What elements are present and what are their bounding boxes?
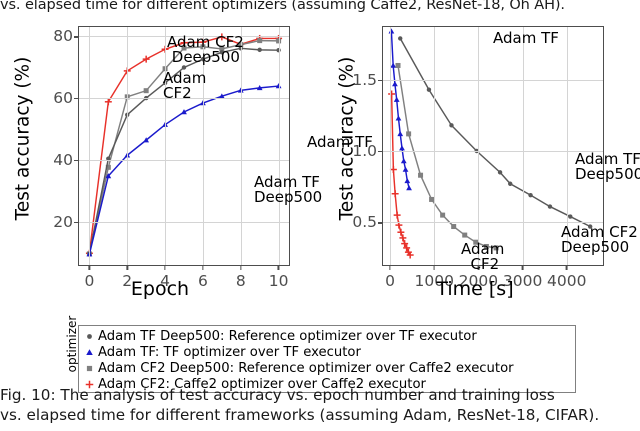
chart-panel-epoch: Test accuracy (%) 0 2 4 6 8 10 20 40 60 80 Adam CF… <box>0 20 373 300</box>
x-axis-label-right: Time [s] <box>436 278 514 300</box>
chart-annotation: Adam CF2 Deep500 <box>167 33 244 67</box>
chart-annotation: Adam TF <box>307 133 373 151</box>
gridline-horizontal <box>79 98 289 100</box>
legend-item[interactable]: Adam TF Deep500: Reference optimizer ove… <box>83 328 571 344</box>
chart-annotation: Adam CF2 <box>461 240 505 274</box>
legend-title: optimizer <box>65 315 79 373</box>
y-tick-label: 80 <box>53 27 79 46</box>
chart-annotation: Adam TF Deep500 <box>575 150 640 184</box>
series-adam-tf <box>86 83 282 257</box>
x-tick-label: 0 <box>385 272 395 290</box>
x-tick-label: 4000 <box>547 272 587 290</box>
x-tick-label: 3000 <box>502 272 543 290</box>
series-layer-right <box>388 28 593 259</box>
gridline-vertical <box>240 27 242 265</box>
clipped-header-text: vs. elapsed time for different optimizer… <box>0 0 565 13</box>
x-tick-label: 2000 <box>458 272 499 290</box>
x-tick-label: 6 <box>197 272 208 290</box>
gridline-horizontal <box>79 221 289 223</box>
caption-line-2: vs. elapsed time for different framework… <box>0 406 600 425</box>
x-tick-label: 8 <box>235 272 246 290</box>
chart-annotation: Adam CF2 <box>163 69 207 103</box>
y-tick-label: 1.5 <box>352 70 383 89</box>
chart-annotation: Adam TF <box>493 29 559 47</box>
legend-item[interactable]: Adam CF2 Deep500: Reference optimizer ov… <box>83 360 571 376</box>
legend-item[interactable]: Adam TF: TF optimizer over TF executor <box>83 344 571 360</box>
gridline-vertical <box>522 27 524 265</box>
figure-10: Test accuracy (%) 0 2 4 6 8 10 20 40 60 80 Adam CF… <box>0 20 640 393</box>
series-adam-cf2-deep500 <box>395 62 499 251</box>
legend-box: Adam TF Deep500: Reference optimizer ove… <box>78 325 576 393</box>
gridline-vertical <box>566 27 568 265</box>
x-tick-label: 2 <box>122 272 133 290</box>
chart-panels: Test accuracy (%) 0 2 4 6 8 10 20 40 60 80 Adam CF… <box>0 20 640 300</box>
chart-panel-time: Test accuracy (%) 0 1000 2000 3000 4000 0.5 1.… <box>320 20 640 300</box>
series-adam-tf <box>388 28 412 191</box>
gridline-horizontal <box>383 79 603 81</box>
gridline-vertical <box>434 27 436 265</box>
gridline-vertical <box>390 27 392 265</box>
legend-item[interactable]: Adam CF2: Caffe2 optimizer over Caffe2 e… <box>83 376 571 392</box>
x-tick-label: 10 <box>268 272 289 290</box>
plot-area-right: 0 1000 2000 3000 4000 0.5 1.0 1.5 Adam TF Adam TF… <box>352 26 640 290</box>
figure-caption: Fig. 10: The analysis of test accuracy v… <box>0 385 640 425</box>
series-adam-tf-deep500 <box>398 36 593 229</box>
legend: optimizer Adam TF Deep500: Reference opt… <box>56 316 576 395</box>
circle-marker-icon <box>83 330 96 343</box>
gridline-horizontal <box>79 159 289 161</box>
x-tick-label: 1000 <box>414 272 454 290</box>
gridline-vertical <box>127 27 129 265</box>
y-tick-label: 20 <box>53 212 79 231</box>
gridline-vertical <box>478 27 480 265</box>
y-axis-label-right: Test accuracy (%) <box>336 56 358 221</box>
legend-item-label: Adam CF2 Deep500: Reference optimizer ov… <box>98 360 514 376</box>
gridline-vertical <box>278 27 280 265</box>
plus-marker-icon <box>83 378 96 391</box>
y-tick-label: 60 <box>53 89 79 108</box>
square-marker-icon <box>83 362 96 375</box>
series-adam-cf2 <box>388 90 414 259</box>
caption-line-1: Fig. 10: The analysis of test accuracy v… <box>0 386 555 404</box>
plot-area-left: 0 2 4 6 8 10 20 40 60 80 Adam CF2 Deep500 Adam CF2 A… <box>53 26 373 290</box>
x-axis-label-left: Epoch <box>130 278 190 300</box>
gridline-vertical <box>165 27 167 265</box>
gridline-horizontal <box>383 150 603 152</box>
gridline-vertical <box>202 27 204 265</box>
chart-annotation: Adam CF2 Deep500 <box>561 223 638 257</box>
x-tick-label: 4 <box>160 272 171 290</box>
triangle-marker-icon <box>83 346 96 359</box>
legend-item-label: Adam TF: TF optimizer over TF executor <box>98 344 361 360</box>
gridline-horizontal <box>383 222 603 224</box>
gridline-horizontal <box>79 36 289 38</box>
legend-item-label: Adam CF2: Caffe2 optimizer over Caffe2 e… <box>98 376 426 392</box>
y-axis-label-left: Test accuracy (%) <box>12 56 34 221</box>
x-tick-label: 0 <box>84 272 95 290</box>
legend-item-label: Adam TF Deep500: Reference optimizer ove… <box>98 328 477 344</box>
y-tick-label: 0.5 <box>352 213 383 232</box>
chart-annotation: Adam TF Deep500 <box>254 173 323 207</box>
y-tick-label: 1.0 <box>352 141 383 160</box>
gridline-vertical <box>89 27 91 265</box>
y-tick-label: 40 <box>53 150 79 169</box>
